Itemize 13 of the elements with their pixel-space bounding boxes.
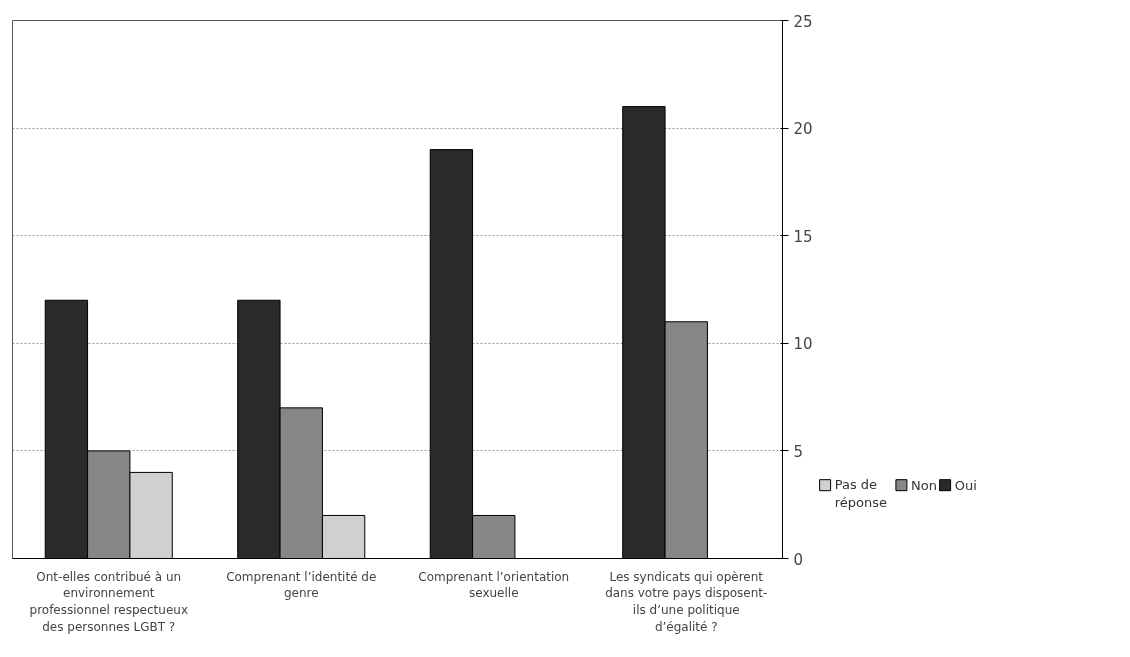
x-tick-label: Comprenant l’orientation sexuelle [418, 569, 570, 601]
y-tick-label: 25 [793, 12, 813, 31]
legend-label: Non [911, 477, 937, 493]
legend-label: Pas de réponse [834, 477, 887, 511]
legend-label: Oui [954, 477, 977, 493]
y-tick-label: 0 [793, 550, 804, 569]
x-tick-label: Les syndicats qui opèrent dans votre pays disposent-ils d’une politique d’égalité ? [605, 569, 768, 634]
x-tick-label: Comprenant l’identité de genre [226, 569, 377, 601]
y-tick-label: 5 [793, 442, 804, 461]
y-tick-label: 10 [793, 335, 813, 354]
y-tick-label: 15 [793, 227, 813, 246]
x-tick-label: Ont-elles contribué à un environnement professionnel respectueux des personnes LGBT ? [29, 569, 188, 634]
y-tick-label: 20 [793, 120, 813, 139]
